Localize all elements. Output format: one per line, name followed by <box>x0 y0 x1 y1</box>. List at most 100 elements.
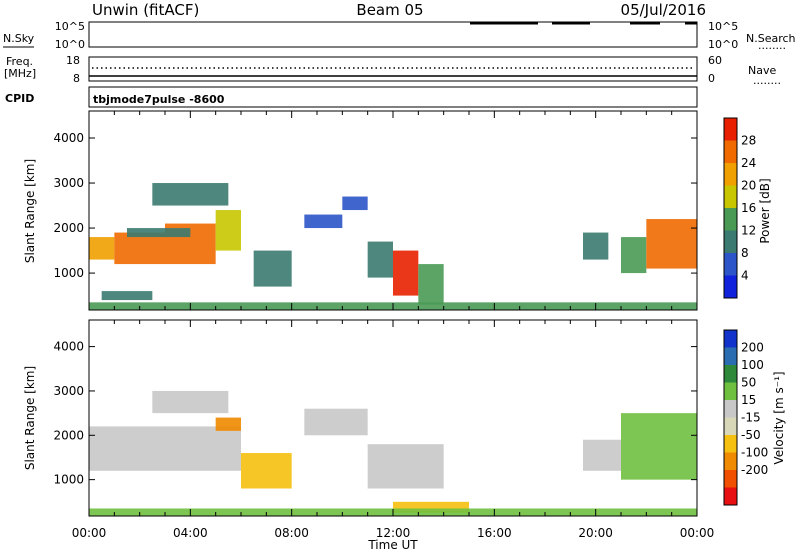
power-colorbar-tick-0: 4 <box>741 269 749 283</box>
freq-label-line2: [MHz] <box>4 67 36 80</box>
power-region-1 <box>114 232 165 265</box>
freq-tick-left-top: 18 <box>66 54 80 67</box>
time-axis-title: Time UT <box>367 538 418 552</box>
x-tick-label-1: 04:00 <box>173 526 208 540</box>
power-colorbar-swatch-0 <box>724 275 737 298</box>
power-colorbar-tick-5: 24 <box>741 156 756 170</box>
power-colorbar-swatch-5 <box>724 163 737 186</box>
velocity-ylabel: Slant Range [km] <box>23 366 37 470</box>
velocity-x-ticks <box>88 320 698 516</box>
nsky-panel <box>88 21 698 48</box>
velocity-colorbar-frame <box>723 329 738 506</box>
velocity-region-5 <box>367 444 444 489</box>
velocity-heatmap <box>89 390 697 516</box>
velocity-colorbar-tick-4: -15 <box>741 411 761 425</box>
power-colorbar-swatch-7 <box>724 118 737 141</box>
x-tick-label-0: 00:00 <box>72 526 107 540</box>
y-tick-label-3: 4000 <box>53 340 84 354</box>
velocity-region-3 <box>241 453 292 489</box>
velocity-colorbar-tick-3: 15 <box>741 393 756 407</box>
power-colorbar-swatch-6 <box>724 140 737 163</box>
power-colorbar: 4 8 12 16 20 24 28 <box>723 117 756 299</box>
velocity-region-1 <box>152 390 229 414</box>
nave-label: Nave <box>748 64 776 77</box>
power-region-0 <box>89 237 115 260</box>
power-x-ticks <box>88 111 698 310</box>
power-region-4 <box>127 228 191 238</box>
velocity-colorbar-tick-0: 200 <box>741 341 764 355</box>
velocity-region-8 <box>583 439 621 471</box>
freq-panel <box>88 56 698 82</box>
velocity-colorbar-tick-7: -200 <box>741 463 768 477</box>
nsky-tick-right-bottom: 10^0 <box>708 38 738 51</box>
nsky-label: N.Sky <box>3 32 35 45</box>
power-region-9 <box>367 241 393 278</box>
power-heatmap <box>89 183 697 310</box>
velocity-region-0 <box>89 426 241 471</box>
cpid-label: CPID <box>5 92 34 105</box>
power-colorbar-swatch-3 <box>724 208 737 231</box>
x-tick-label-5: 20:00 <box>578 526 613 540</box>
velocity-colorbar-swatch-0 <box>724 330 737 348</box>
velocity-region-2 <box>215 417 241 431</box>
power-colorbar-tick-1: 8 <box>741 246 749 260</box>
velocity-colorbar-tick-2: 50 <box>741 376 756 390</box>
power-colorbar-label: Power [dB] <box>758 178 772 243</box>
velocity-colorbar-swatch-9 <box>724 487 737 505</box>
power-colorbar-swatch-1 <box>724 253 737 276</box>
power-region-5 <box>152 183 229 206</box>
nsearch-label: N.Search <box>746 32 796 45</box>
x-tick-label-3: 12:00 <box>376 526 411 540</box>
velocity-colorbar-swatch-4 <box>724 400 737 418</box>
velocity-region-9 <box>621 413 697 480</box>
x-tick-label-6: 00:00 <box>680 526 715 540</box>
power-region-8 <box>342 196 368 211</box>
freq-tick-right-bottom: 0 <box>708 72 715 85</box>
power-region-3 <box>215 210 241 251</box>
power-colorbar-tick-6: 28 <box>741 134 756 148</box>
power-colorbar-frame <box>723 117 738 299</box>
cpid-panel <box>88 86 698 108</box>
freq-tick-right-top: 60 <box>708 54 722 67</box>
nsearch-legend-dots: ........ <box>758 39 786 52</box>
cpid-text: tbjmode7pulse -8600 <box>93 93 225 106</box>
y-tick-label-2: 3000 <box>53 176 84 190</box>
velocity-colorbar-swatch-7 <box>724 452 737 470</box>
nsky-tick-left-bottom: 10^0 <box>55 38 85 51</box>
y-tick-label-1: 2000 <box>53 428 84 442</box>
velocity-colorbar: 200 100 50 15 -15 -50 -100 -200 <box>723 329 768 506</box>
velocity-colorbar-swatch-2 <box>724 365 737 383</box>
y-tick-label-3: 4000 <box>53 131 84 145</box>
x-tick-label-4: 16:00 <box>477 526 512 540</box>
power-colorbar-tick-2: 12 <box>741 224 756 238</box>
velocity-colorbar-tick-6: -100 <box>741 446 768 460</box>
power-region-15 <box>583 232 609 260</box>
power-ylabel: Slant Range [km] <box>23 159 37 263</box>
nsky-tick-right-top: 10^5 <box>708 20 738 33</box>
nave-legend-dots: ........ <box>753 74 781 87</box>
velocity-colorbar-swatch-8 <box>724 470 737 488</box>
y-tick-label-2: 3000 <box>53 384 84 398</box>
beam-title: Beam 05 <box>356 1 423 19</box>
power-region-14 <box>646 219 697 269</box>
time-axis-labels: 00:00 04:00 08:00 12:00 16:00 20:00 00:00 <box>72 526 715 540</box>
power-colorbar-tick-4: 20 <box>741 179 756 193</box>
freq-label-line1: Freq. <box>6 55 33 68</box>
power-colorbar-swatch-4 <box>724 185 737 208</box>
power-region-12 <box>101 291 153 301</box>
power-region-6 <box>253 250 292 287</box>
velocity-colorbar-tick-5: -50 <box>741 428 761 442</box>
nsky-tick-left-top: 10^5 <box>55 20 85 33</box>
power-colorbar-tick-3: 16 <box>741 201 756 215</box>
power-y-axis: 1000 2000 3000 4000 <box>53 131 697 280</box>
power-region-10 <box>393 250 419 296</box>
date-title: 05/Jul/2016 <box>621 1 706 19</box>
velocity-colorbar-swatch-3 <box>724 382 737 400</box>
freq-tick-left-bottom: 8 <box>73 72 80 85</box>
velocity-y-axis: 1000 2000 3000 4000 <box>53 340 697 487</box>
velocity-region-4 <box>304 408 368 436</box>
y-tick-label-0: 1000 <box>53 266 84 280</box>
power-region-11 <box>418 264 444 305</box>
velocity-colorbar-label: Velocity [m s⁻¹] <box>772 371 786 464</box>
